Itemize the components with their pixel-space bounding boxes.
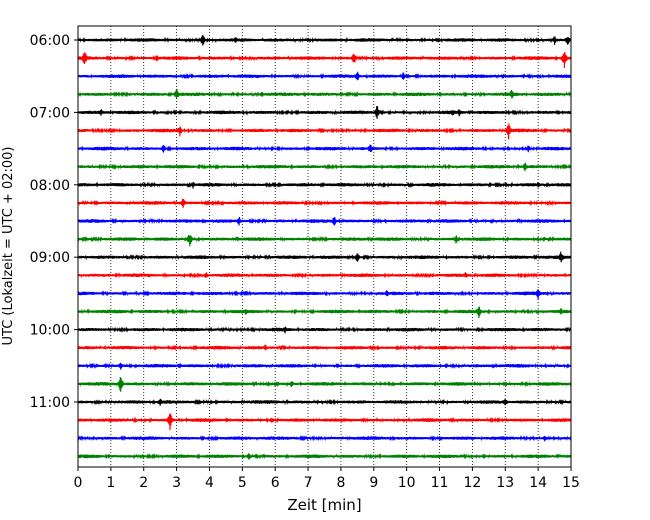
trace-0615 bbox=[77, 51, 572, 69]
trace-1130 bbox=[77, 435, 572, 442]
x-axis-ticks: 0 1 2 3 4 5 6 7 8 9 10 11 12 13 14 15 bbox=[74, 467, 580, 491]
x-tick-label: 4 bbox=[205, 475, 214, 491]
x-tick-label: 5 bbox=[238, 475, 247, 491]
trace-0630 bbox=[77, 71, 572, 81]
y-tick-label: 08:00 bbox=[30, 178, 70, 194]
x-tick-label: 12 bbox=[463, 475, 481, 491]
trace-1115 bbox=[77, 413, 572, 431]
trace-1145 bbox=[77, 453, 572, 460]
trace-0730 bbox=[77, 144, 572, 153]
trace-0645 bbox=[77, 88, 572, 99]
y-tick-label: 11:00 bbox=[30, 395, 70, 411]
x-tick-label: 2 bbox=[139, 475, 148, 491]
trace-0845 bbox=[77, 235, 572, 247]
y-tick-label: 07:00 bbox=[30, 105, 70, 121]
plot-frame bbox=[77, 25, 572, 468]
trace-0700 bbox=[77, 106, 572, 119]
trace-1100 bbox=[77, 398, 572, 406]
y-tick-label: 10:00 bbox=[30, 323, 70, 339]
x-tick-label: 7 bbox=[304, 475, 313, 491]
x-tick-label: 15 bbox=[562, 475, 580, 491]
trace-0830 bbox=[77, 216, 572, 226]
trace-0815 bbox=[77, 198, 572, 208]
trace-0930 bbox=[77, 289, 572, 300]
y-tick-label: 09:00 bbox=[30, 250, 70, 266]
trace-0900 bbox=[77, 251, 572, 263]
x-tick-label: 13 bbox=[496, 475, 514, 491]
trace-0800 bbox=[77, 181, 572, 189]
x-tick-label: 3 bbox=[172, 475, 181, 491]
trace-0600 bbox=[77, 35, 572, 46]
trace-0915 bbox=[77, 272, 572, 279]
trace-1000 bbox=[77, 326, 572, 334]
y-axis-label: UTC (Lokalzeit = UTC + 02:00) bbox=[1, 147, 16, 346]
trace-series bbox=[77, 35, 572, 460]
x-tick-label: 8 bbox=[336, 475, 345, 491]
trace-0745 bbox=[77, 162, 572, 172]
x-tick-label: 1 bbox=[106, 475, 115, 491]
trace-1015 bbox=[77, 344, 572, 351]
x-tick-label: 6 bbox=[271, 475, 280, 491]
trace-1045 bbox=[77, 377, 572, 392]
trace-1030 bbox=[77, 362, 572, 370]
x-tick-label: 0 bbox=[74, 475, 83, 491]
x-tick-label: 14 bbox=[529, 475, 547, 491]
x-tick-label: 11 bbox=[431, 475, 449, 491]
y-axis-ticks: 06:00 07:00 08:00 09:00 10:00 11:00 bbox=[30, 33, 78, 411]
x-tick-label: 10 bbox=[398, 475, 416, 491]
x-axis-label: Zeit [min] bbox=[287, 496, 361, 514]
trace-0945 bbox=[77, 306, 572, 319]
y-tick-label: 06:00 bbox=[30, 33, 70, 49]
trace-0715 bbox=[77, 123, 572, 140]
x-tick-label: 9 bbox=[369, 475, 378, 491]
